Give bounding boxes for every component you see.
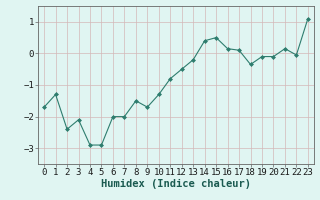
X-axis label: Humidex (Indice chaleur): Humidex (Indice chaleur) xyxy=(101,179,251,189)
